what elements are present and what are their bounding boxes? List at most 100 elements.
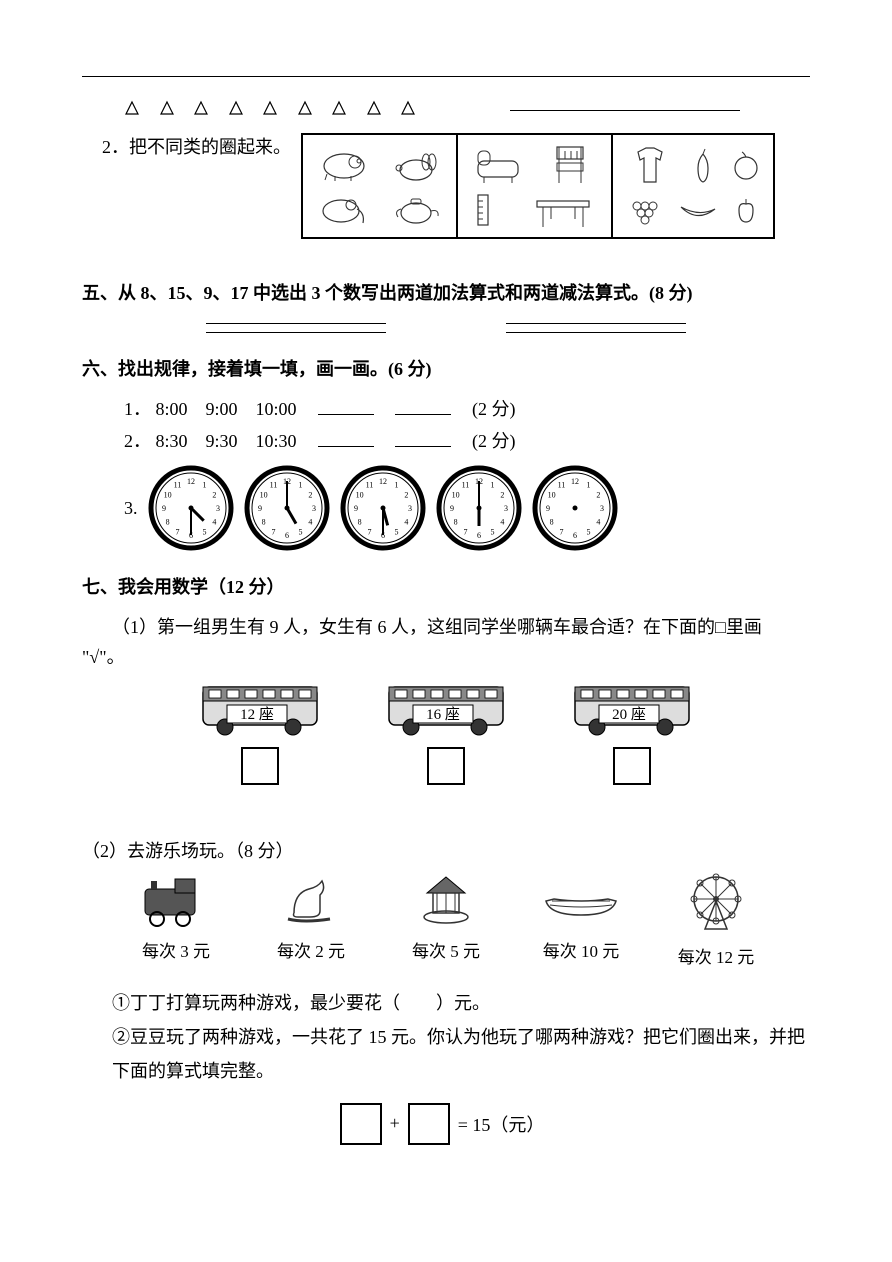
answer-blank[interactable] bbox=[318, 414, 374, 415]
item-ferris-wheel: 每次 12 元 bbox=[669, 873, 764, 968]
svg-text:8: 8 bbox=[261, 518, 265, 527]
svg-text:5: 5 bbox=[394, 527, 398, 536]
answer-blank[interactable] bbox=[510, 110, 740, 111]
svg-text:9: 9 bbox=[354, 504, 358, 513]
svg-text:6: 6 bbox=[573, 531, 577, 540]
pear-icon bbox=[688, 146, 718, 186]
q7-1-checkmark-label: "√"。 bbox=[82, 643, 810, 669]
svg-text:1: 1 bbox=[298, 481, 302, 490]
svg-text:5: 5 bbox=[298, 527, 302, 536]
svg-text:3: 3 bbox=[216, 504, 220, 513]
svg-text:2: 2 bbox=[500, 491, 504, 500]
answer-blank[interactable] bbox=[206, 323, 386, 324]
panel-fruits bbox=[613, 135, 773, 237]
svg-text:8: 8 bbox=[165, 518, 169, 527]
svg-text:2: 2 bbox=[212, 491, 216, 500]
section-6-line-2: 2． 8:30 9:30 10:30 (2 分) bbox=[82, 427, 810, 453]
q7-2-subquestions: ①丁丁打算玩两种游戏，最少要花（ ）元。 ②豆豆玩了两种游戏，一共花了 15 元… bbox=[82, 986, 810, 1089]
svg-text:7: 7 bbox=[367, 527, 371, 536]
svg-text:1: 1 bbox=[202, 481, 206, 490]
svg-text:2: 2 bbox=[596, 491, 600, 500]
svg-text:9: 9 bbox=[450, 504, 454, 513]
answer-blank[interactable] bbox=[206, 332, 386, 333]
q6-1-v1: 9:00 bbox=[206, 399, 238, 419]
pig-icon bbox=[315, 146, 373, 182]
table-icon bbox=[531, 189, 595, 231]
triangle-icon bbox=[366, 100, 382, 116]
triangle-icon bbox=[400, 100, 416, 116]
triangle-icon bbox=[159, 100, 175, 116]
horse-icon bbox=[274, 873, 348, 927]
triangle-icon bbox=[262, 100, 278, 116]
q6-1-v0: 8:00 bbox=[156, 399, 188, 419]
clock-icon: 123456789101112 bbox=[340, 465, 426, 551]
bus-checkbox[interactable] bbox=[241, 747, 279, 785]
q6-1-num: 1． bbox=[124, 399, 151, 419]
bus-icon: 16 座 bbox=[383, 677, 509, 737]
train-icon bbox=[139, 873, 213, 927]
svg-text:3: 3 bbox=[504, 504, 508, 513]
answer-blank[interactable] bbox=[506, 332, 686, 333]
svg-text:11: 11 bbox=[269, 481, 277, 490]
section-6-heading: 六、找出规律，接着填一填，画一画。(6 分) bbox=[82, 355, 810, 381]
answer-blank[interactable] bbox=[395, 414, 451, 415]
svg-text:5: 5 bbox=[202, 527, 206, 536]
svg-text:12 座: 12 座 bbox=[240, 706, 274, 723]
item-price: 每次 10 元 bbox=[543, 937, 620, 962]
section-5-heading: 五、从 8、15、9、17 中选出 3 个数写出两道加法算式和两道减法算式。(8… bbox=[82, 279, 810, 305]
boat-icon bbox=[538, 873, 624, 927]
bus-option-2: 16 座 bbox=[383, 677, 509, 785]
svg-text:7: 7 bbox=[463, 527, 467, 536]
answer-blank[interactable] bbox=[395, 446, 451, 447]
svg-text:4: 4 bbox=[212, 518, 216, 527]
item-price: 每次 2 元 bbox=[277, 937, 345, 962]
svg-text:8: 8 bbox=[357, 518, 361, 527]
peach-icon bbox=[732, 150, 760, 182]
clock-icon: 123456789101112 bbox=[244, 465, 330, 551]
q6-1-v2: 10:00 bbox=[256, 399, 297, 419]
section-6-clocks: 3. 123456789101112 123456789101112 12345… bbox=[82, 465, 810, 551]
equation-input-box[interactable] bbox=[408, 1103, 450, 1145]
bus-icon: 20 座 bbox=[569, 677, 695, 737]
q2-label: 2．把不同类的圈起来。 bbox=[102, 133, 291, 159]
svg-text:3: 3 bbox=[600, 504, 604, 513]
page-content: 2．把不同类的圈起来。 五 bbox=[82, 70, 810, 1145]
section-7-q2-text: （2）去游乐场玩。（8 分） bbox=[82, 837, 810, 863]
bus-option-1: 12 座 bbox=[197, 677, 323, 785]
answer-blank[interactable] bbox=[318, 446, 374, 447]
page-top-rule bbox=[82, 76, 810, 77]
equation-input-box[interactable] bbox=[340, 1103, 382, 1145]
item-train: 每次 3 元 bbox=[129, 873, 224, 968]
shirt-icon bbox=[626, 146, 674, 186]
equation-row: + = 15（元） bbox=[82, 1103, 810, 1145]
panel-animals bbox=[303, 135, 458, 237]
clock-icon[interactable]: 123456789101112 bbox=[532, 465, 618, 551]
rabbit-icon bbox=[386, 146, 444, 182]
svg-text:7: 7 bbox=[175, 527, 179, 536]
q7-2-sub1: ①丁丁打算玩两种游戏，最少要花（ ）元。 bbox=[112, 986, 810, 1020]
bus-checkbox[interactable] bbox=[613, 747, 651, 785]
svg-text:4: 4 bbox=[596, 518, 600, 527]
svg-text:1: 1 bbox=[394, 481, 398, 490]
sofa-icon bbox=[472, 143, 526, 185]
answer-blank[interactable] bbox=[506, 323, 686, 324]
item-horse: 每次 2 元 bbox=[264, 873, 359, 968]
bus-checkbox[interactable] bbox=[427, 747, 465, 785]
q7-2-sub2: ②豆豆玩了两种游戏，一共花了 15 元。你认为他玩了哪两种游戏？把它们圈出来，并… bbox=[112, 1020, 810, 1088]
section-6-line-1: 1． 8:00 9:00 10:00 (2 分) bbox=[82, 395, 810, 421]
svg-text:1: 1 bbox=[490, 481, 494, 490]
svg-text:5: 5 bbox=[586, 527, 590, 536]
teapot-icon bbox=[386, 191, 444, 227]
q6-2-v1: 9:30 bbox=[206, 431, 238, 451]
section-5-blanks-1 bbox=[82, 319, 810, 328]
carousel-icon bbox=[409, 873, 483, 927]
ferris-wheel-icon bbox=[679, 873, 753, 933]
svg-text:10: 10 bbox=[163, 491, 171, 500]
bus-option-3: 20 座 bbox=[569, 677, 695, 785]
svg-text:9: 9 bbox=[162, 504, 166, 513]
triangle-icon bbox=[331, 100, 347, 116]
item-price: 每次 3 元 bbox=[142, 937, 210, 962]
triangle-icon bbox=[228, 100, 244, 116]
apple-icon bbox=[731, 196, 761, 226]
item-price: 每次 5 元 bbox=[412, 937, 480, 962]
